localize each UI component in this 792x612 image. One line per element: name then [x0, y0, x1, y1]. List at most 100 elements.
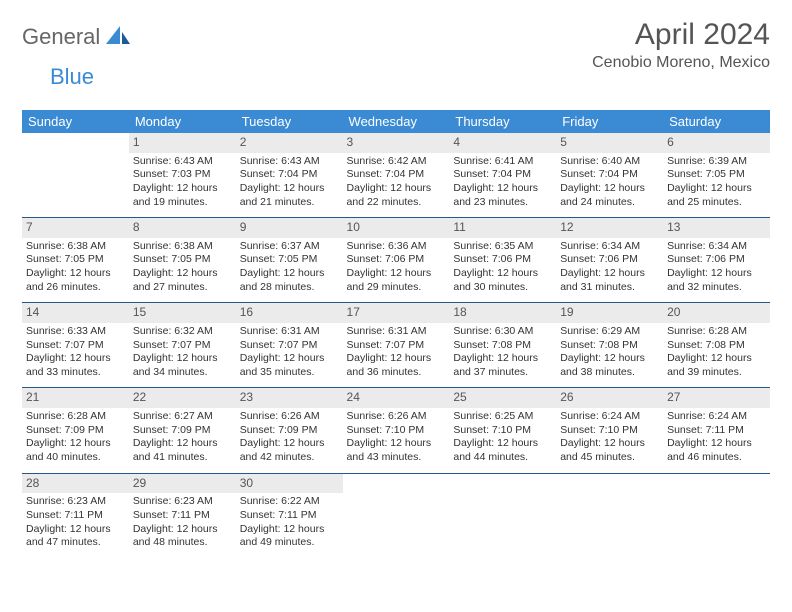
- calendar-day-cell: 6Sunrise: 6:39 AMSunset: 7:05 PMDaylight…: [663, 133, 770, 218]
- sunset-text: Sunset: 7:06 PM: [560, 253, 659, 267]
- daylight-text: Daylight: 12 hours: [240, 352, 339, 366]
- sunrise-text: Sunrise: 6:33 AM: [26, 325, 125, 339]
- sunset-text: Sunset: 7:09 PM: [240, 424, 339, 438]
- calendar-day-cell: 21Sunrise: 6:28 AMSunset: 7:09 PMDayligh…: [22, 388, 129, 473]
- daylight-text: and 21 minutes.: [240, 196, 339, 210]
- calendar-week-row: 21Sunrise: 6:28 AMSunset: 7:09 PMDayligh…: [22, 388, 770, 473]
- calendar-day-cell: 9Sunrise: 6:37 AMSunset: 7:05 PMDaylight…: [236, 218, 343, 303]
- calendar-day-cell: [343, 474, 450, 558]
- page-title: April 2024: [592, 18, 770, 52]
- calendar-day-cell: 4Sunrise: 6:41 AMSunset: 7:04 PMDaylight…: [449, 133, 556, 218]
- logo-general: General: [22, 24, 100, 50]
- weekday-header: Saturday: [663, 110, 770, 133]
- sunset-text: Sunset: 7:10 PM: [560, 424, 659, 438]
- calendar-day-cell: 14 Sunrise: 6:33 AMSunset: 7:07 PMDayligh…: [22, 303, 129, 388]
- sunset-text: Sunset: 7:10 PM: [347, 424, 446, 438]
- sunset-text: Sunset: 7:08 PM: [667, 339, 766, 353]
- sunset-text: Sunset: 7:05 PM: [667, 168, 766, 182]
- sunrise-text: Sunrise: 6:34 AM: [560, 240, 659, 254]
- daylight-text: Daylight: 12 hours: [453, 437, 552, 451]
- sunrise-text: Sunrise: 6:23 AM: [133, 495, 232, 509]
- daylight-text: and 28 minutes.: [240, 281, 339, 295]
- calendar-body: 1 Sunrise: 6:43 AMSunset: 7:03 PM Daylight…: [22, 133, 770, 558]
- day-number: 18: [449, 303, 556, 323]
- day-number: 1: [129, 133, 236, 153]
- logo: General: [22, 24, 134, 50]
- sunset-text: Sunset: 7:06 PM: [667, 253, 766, 267]
- daylight-text: Daylight: 12 hours: [560, 437, 659, 451]
- calendar-day-cell: 2Sunrise: 6:43 AMSunset: 7:04 PMDaylight…: [236, 133, 343, 218]
- calendar-day-cell: 26Sunrise: 6:24 AMSunset: 7:10 PMDayligh…: [556, 388, 663, 473]
- daylight-text: and 19 minutes.: [133, 196, 232, 210]
- sunset-text: Sunset: 7:10 PM: [453, 424, 552, 438]
- day-number: 19: [556, 303, 663, 323]
- calendar-day-cell: 12Sunrise: 6:34 AMSunset: 7:06 PMDayligh…: [556, 218, 663, 303]
- daylight-text: Daylight: 12 hours: [26, 352, 125, 366]
- daylight-text: Daylight: 12 hours: [26, 267, 125, 281]
- daylight-text: and 37 minutes.: [453, 366, 552, 380]
- calendar-day-cell: 22Sunrise: 6:27 AMSunset: 7:09 PMDayligh…: [129, 388, 236, 473]
- calendar-day-cell: 28Sunrise: 6:23 AMSunset: 7:11 PMDayligh…: [22, 474, 129, 558]
- day-number: 15: [129, 303, 236, 323]
- sunrise-text: Sunrise: 6:43 AM: [133, 155, 232, 169]
- day-number: 3: [343, 133, 450, 153]
- sunset-text: Sunset: 7:04 PM: [560, 168, 659, 182]
- daylight-text: and 45 minutes.: [560, 451, 659, 465]
- day-number: 27: [663, 388, 770, 408]
- daylight-text: Daylight: 12 hours: [347, 352, 446, 366]
- sunrise-text: Sunrise: 6:31 AM: [347, 325, 446, 339]
- logo-blue: Blue: [50, 64, 792, 90]
- sunrise-text: Sunrise: 6:30 AM: [453, 325, 552, 339]
- daylight-text: Daylight: 12 hours: [347, 437, 446, 451]
- sunrise-text: Sunrise: 6:38 AM: [133, 240, 232, 254]
- sunset-text: Sunset: 7:03 PM: [133, 168, 232, 182]
- sunset-text: Sunset: 7:07 PM: [26, 339, 125, 353]
- daylight-text: Daylight: 12 hours: [560, 267, 659, 281]
- calendar-day-cell: 16Sunrise: 6:31 AMSunset: 7:07 PMDayligh…: [236, 303, 343, 388]
- weekday-header-row: Sunday Monday Tuesday Wednesday Thursday…: [22, 110, 770, 133]
- day-number: 7: [22, 218, 129, 238]
- calendar-day-cell: 18Sunrise: 6:30 AMSunset: 7:08 PMDayligh…: [449, 303, 556, 388]
- sunset-text: Sunset: 7:07 PM: [240, 339, 339, 353]
- daylight-text: and 23 minutes.: [453, 196, 552, 210]
- daylight-text: Daylight: 12 hours: [347, 182, 446, 196]
- sunset-text: Sunset: 7:11 PM: [240, 509, 339, 523]
- weekday-header: Monday: [129, 110, 236, 133]
- calendar-week-row: 28Sunrise: 6:23 AMSunset: 7:11 PMDayligh…: [22, 474, 770, 558]
- sunrise-text: Sunrise: 6:36 AM: [347, 240, 446, 254]
- daylight-text: Daylight: 12 hours: [347, 267, 446, 281]
- sunrise-text: Sunrise: 6:39 AM: [667, 155, 766, 169]
- sunset-text: Sunset: 7:11 PM: [667, 424, 766, 438]
- daylight-text: Daylight: 12 hours: [667, 352, 766, 366]
- sunrise-text: Sunrise: 6:23 AM: [26, 495, 125, 509]
- calendar-day-cell: 13Sunrise: 6:34 AMSunset: 7:06 PMDayligh…: [663, 218, 770, 303]
- calendar-week-row: 1 Sunrise: 6:43 AMSunset: 7:03 PM Daylight…: [22, 133, 770, 218]
- sunset-text: Sunset: 7:11 PM: [26, 509, 125, 523]
- calendar-day-cell: 10Sunrise: 6:36 AMSunset: 7:06 PMDayligh…: [343, 218, 450, 303]
- sunrise-text: Sunrise: 6:42 AM: [347, 155, 446, 169]
- day-number: 23: [236, 388, 343, 408]
- daylight-text: and 24 minutes.: [560, 196, 659, 210]
- sunrise-text: Sunrise: 6:34 AM: [667, 240, 766, 254]
- calendar-day-cell: 7Sunrise: 6:38 AMSunset: 7:05 PMDaylight…: [22, 218, 129, 303]
- daylight-text: and 25 minutes.: [667, 196, 766, 210]
- daylight-text: Daylight: 12 hours: [240, 523, 339, 537]
- sunset-text: Sunset: 7:06 PM: [453, 253, 552, 267]
- calendar-day-cell: 20Sunrise: 6:28 AMSunset: 7:08 PMDayligh…: [663, 303, 770, 388]
- day-number: 30: [236, 474, 343, 494]
- sunrise-text: Sunrise: 6:32 AM: [133, 325, 232, 339]
- day-number: 24: [343, 388, 450, 408]
- day-number: 14: [22, 303, 129, 323]
- calendar-day-cell: 11Sunrise: 6:35 AMSunset: 7:06 PMDayligh…: [449, 218, 556, 303]
- sunset-text: Sunset: 7:04 PM: [453, 168, 552, 182]
- calendar-week-row: 14Sunrise: 6:33 AMSunset: 7:07 PMDayligh…: [22, 303, 770, 388]
- sunrise-text: Sunrise: 6:25 AM: [453, 410, 552, 424]
- calendar-day-cell: 24Sunrise: 6:26 AMSunset: 7:10 PMDayligh…: [343, 388, 450, 473]
- sunset-text: Sunset: 7:07 PM: [347, 339, 446, 353]
- daylight-text: Daylight: 12 hours: [453, 182, 552, 196]
- day-number: 13: [663, 218, 770, 238]
- sunset-text: Sunset: 7:05 PM: [26, 253, 125, 267]
- weekday-header: Tuesday: [236, 110, 343, 133]
- daylight-text: and 40 minutes.: [26, 451, 125, 465]
- calendar-day-cell: 30Sunrise: 6:22 AMSunset: 7:11 PMDayligh…: [236, 474, 343, 558]
